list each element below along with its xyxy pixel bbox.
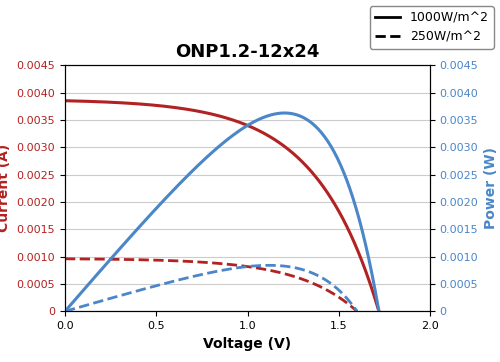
Title: ONP1.2-12x24: ONP1.2-12x24	[176, 43, 320, 61]
Legend: 1000W/m^2, 250W/m^2: 1000W/m^2, 250W/m^2	[370, 6, 494, 49]
Y-axis label: Current (A): Current (A)	[0, 144, 11, 232]
X-axis label: Voltage (V): Voltage (V)	[204, 337, 292, 351]
Y-axis label: Power (W): Power (W)	[484, 147, 498, 229]
